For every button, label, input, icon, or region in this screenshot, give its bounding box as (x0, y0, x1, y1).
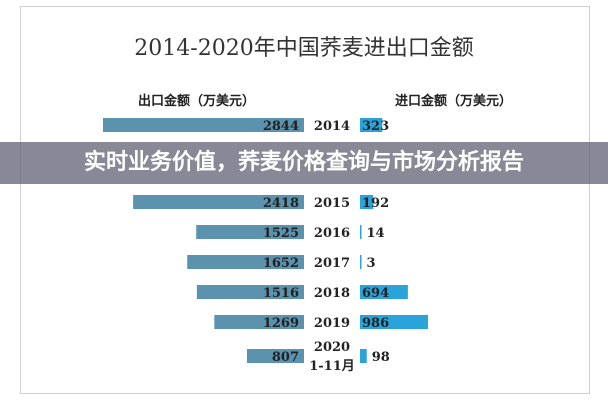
export-bar (133, 195, 304, 209)
export-value-label: 807 (272, 350, 299, 365)
year-label: 2014 (314, 119, 350, 134)
export-bar (103, 118, 304, 132)
import-value-label: 14 (367, 226, 385, 241)
export-value-label: 1516 (263, 286, 299, 301)
import-bar (360, 255, 362, 269)
export-bar (214, 315, 304, 329)
import-bar (360, 225, 362, 239)
export-value-label: 2418 (263, 196, 299, 211)
export-value-label: 1652 (263, 256, 299, 271)
export-legend-label: 出口金额（万美元） (138, 94, 256, 109)
year-label: 2020 (314, 340, 350, 355)
export-value-label: 1525 (263, 226, 299, 241)
year-label: 2015 (314, 196, 350, 211)
export-bar (246, 349, 304, 363)
import-legend-label: 进口金额（万美元） (395, 94, 513, 109)
export-bar (196, 285, 304, 299)
import-bar (360, 195, 374, 209)
import-value-label: 3 (367, 256, 376, 271)
chart-frame (20, 6, 590, 394)
year-label: 1-11月 (309, 359, 355, 374)
headline-text: 实时业务价值，荞麦价格查询与市场分析报告 (83, 150, 524, 175)
import-bar (360, 349, 367, 363)
headline-banner: 实时业务价值，荞麦价格查询与市场分析报告 (0, 142, 608, 184)
chart-title: 2014-2020年中国荞麦进出口金额 (134, 36, 474, 61)
import-value-label: 192 (362, 196, 389, 211)
import-bar (360, 118, 383, 132)
year-label: 2018 (314, 286, 350, 301)
import-value-label: 986 (362, 316, 389, 331)
export-value-label: 2844 (263, 119, 299, 134)
import-value-label: 98 (372, 350, 390, 365)
year-label: 2019 (314, 316, 350, 331)
import-value-label: 694 (362, 286, 389, 301)
export-bar (196, 225, 304, 239)
import-bar (360, 285, 408, 299)
export-bar (187, 255, 304, 269)
year-label: 2017 (314, 256, 350, 271)
import-bar (360, 315, 428, 329)
import-value-label: 323 (362, 119, 389, 134)
export-value-label: 1269 (263, 316, 299, 331)
year-label: 2016 (314, 226, 350, 241)
